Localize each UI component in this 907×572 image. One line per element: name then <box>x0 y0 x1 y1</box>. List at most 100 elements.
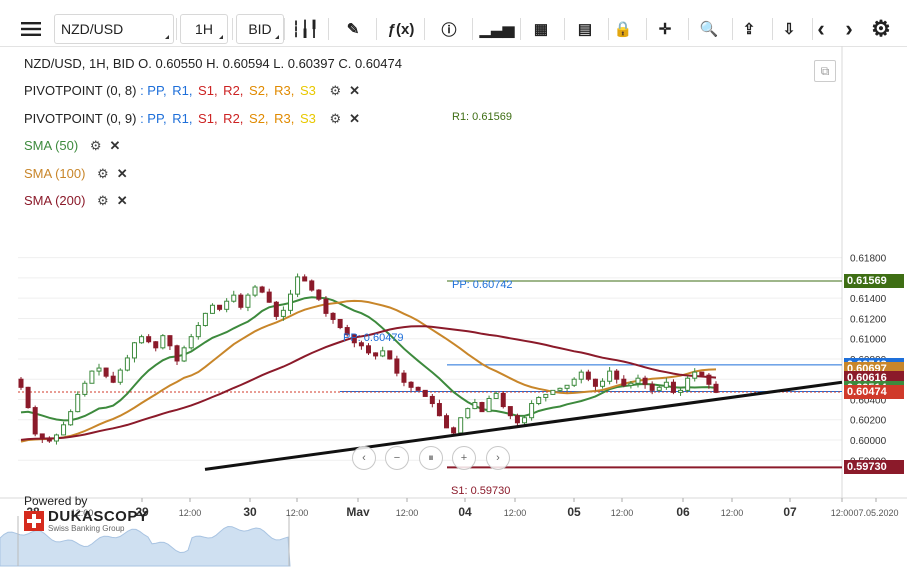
candle-body <box>53 434 59 442</box>
close-icon[interactable]: ✕ <box>349 111 361 126</box>
candle-body <box>401 372 407 383</box>
info-icon[interactable]: ⓘ <box>441 21 457 39</box>
side-select[interactable]: BID <box>236 14 284 44</box>
candle-body <box>713 383 719 393</box>
sma100-line <box>20 299 717 443</box>
indicator-fx-icon[interactable]: ƒ(x) <box>387 20 415 38</box>
sma100-legend: SMA (100) ⚙ ✕ <box>24 166 128 182</box>
y-tick-label: 0.61000 <box>850 335 887 346</box>
candle-body <box>699 371 705 376</box>
fit-icon[interactable]: ⏸ <box>419 446 443 471</box>
gear-icon[interactable]: ⚙ <box>329 83 342 98</box>
candle-body <box>238 294 244 308</box>
candle-body <box>202 312 208 327</box>
candle-type-icon[interactable]: ┆╽╿ <box>291 21 319 38</box>
sma50-legend: SMA (50) ⚙ ✕ <box>24 138 120 154</box>
candle-body <box>536 396 542 405</box>
draw-icon[interactable]: ✎ <box>346 21 360 38</box>
candle-body <box>358 342 364 347</box>
close-icon[interactable]: ✕ <box>349 83 361 98</box>
price-chart[interactable]: 0.598000.600000.602000.604000.608000.610… <box>0 46 907 572</box>
settings-icon[interactable]: ⚙ <box>871 16 891 41</box>
gear-icon[interactable]: ⚙ <box>97 193 109 208</box>
candle-body <box>32 407 38 435</box>
candle-body <box>18 378 24 388</box>
candle-body <box>344 327 350 336</box>
zoom-in-icon[interactable]: + <box>452 446 476 471</box>
pivot-item-label: S3 <box>296 111 316 126</box>
gear-icon[interactable]: ⚙ <box>329 111 342 126</box>
x-tick-label: 29 <box>135 505 149 519</box>
candle-body <box>415 386 421 391</box>
calendar-icon[interactable]: ▦ <box>533 21 549 38</box>
symbol-label: NZD/USD <box>61 21 124 37</box>
candle-body <box>550 389 556 395</box>
hamburger-icon[interactable] <box>14 14 48 44</box>
side-label: BID <box>248 21 272 37</box>
symbol-select[interactable]: NZD/USD <box>54 14 174 44</box>
x-tick-label: 07 <box>783 505 797 519</box>
chart-area[interactable]: 0.598000.600000.602000.604000.608000.610… <box>0 46 907 572</box>
candle-body <box>224 300 230 310</box>
crosshair-icon[interactable]: ✛ <box>658 21 672 38</box>
x-tick-label: 12:00 <box>179 508 202 518</box>
nav-next-icon[interactable]: › <box>486 446 510 471</box>
candle-body <box>592 378 598 387</box>
candle-body <box>245 294 251 308</box>
candle-body <box>373 352 379 357</box>
candle-body <box>89 370 95 384</box>
pivot-item-label: R1, <box>168 111 193 126</box>
sma100-label: SMA (100) <box>24 166 86 181</box>
zoom-icon[interactable]: 🔍 <box>699 21 719 38</box>
candle-body <box>124 357 130 371</box>
candle-body <box>578 371 584 380</box>
candle-body <box>564 384 570 389</box>
powered-by-text: Powered by <box>24 494 88 508</box>
candle-body <box>479 402 485 413</box>
candle-body <box>656 386 662 391</box>
close-icon[interactable]: ✕ <box>116 166 128 181</box>
close-icon[interactable]: ✕ <box>109 138 121 153</box>
candle-body <box>614 370 620 380</box>
candle-body <box>678 389 684 393</box>
close-icon[interactable]: ✕ <box>116 193 128 208</box>
nav-prev-icon[interactable]: ‹ <box>352 446 376 471</box>
candle-body <box>280 309 286 317</box>
zoom-out-icon[interactable]: − <box>385 446 409 471</box>
candle-body <box>110 375 116 383</box>
pivot-item-label: S2, <box>245 83 269 98</box>
candle-body <box>309 280 315 291</box>
candle-body <box>486 397 492 413</box>
candle-body <box>500 392 506 408</box>
brand-name: DUKASCOPY <box>48 508 149 525</box>
candle-body <box>302 276 308 282</box>
pivot-item-label: R3, <box>270 111 295 126</box>
candle-body <box>337 318 343 329</box>
sma200-line <box>20 325 717 441</box>
price-box: 0.59730 <box>844 460 904 475</box>
bar-chart-icon[interactable]: ▁▃▅ <box>479 21 515 38</box>
news-icon[interactable]: ▤ <box>577 21 593 38</box>
candle-body <box>273 301 279 317</box>
pp2-annotation: PP: 0.60479 <box>343 332 404 344</box>
gear-icon[interactable]: ⚙ <box>97 166 109 181</box>
gear-icon[interactable]: ⚙ <box>89 138 102 153</box>
x-tick-label: 07.05.2020 <box>853 508 898 518</box>
lock-icon[interactable]: 🔒 <box>613 21 633 38</box>
candle-body <box>68 411 74 426</box>
download-icon[interactable]: ⇩ <box>782 21 796 38</box>
interval-select[interactable]: 1H <box>180 14 228 44</box>
upload-icon[interactable]: ⇪ <box>742 21 756 38</box>
trend-line <box>204 380 843 471</box>
candle-body <box>75 393 81 413</box>
candle-body <box>181 347 187 362</box>
ohlc-text: NZD/USD, 1H, BID O. 0.60550 H. 0.60594 L… <box>24 56 402 71</box>
prev-icon[interactable]: ‹ <box>817 16 825 41</box>
x-tick-label: 12:00 <box>286 508 309 518</box>
y-tick-label: 0.60200 <box>850 416 887 427</box>
candle-body <box>408 381 414 388</box>
expand-icon[interactable]: ⧉ <box>814 60 836 82</box>
x-tick-label: 04 <box>458 505 472 519</box>
next-icon[interactable]: › <box>845 16 853 41</box>
candle-body <box>571 378 577 386</box>
